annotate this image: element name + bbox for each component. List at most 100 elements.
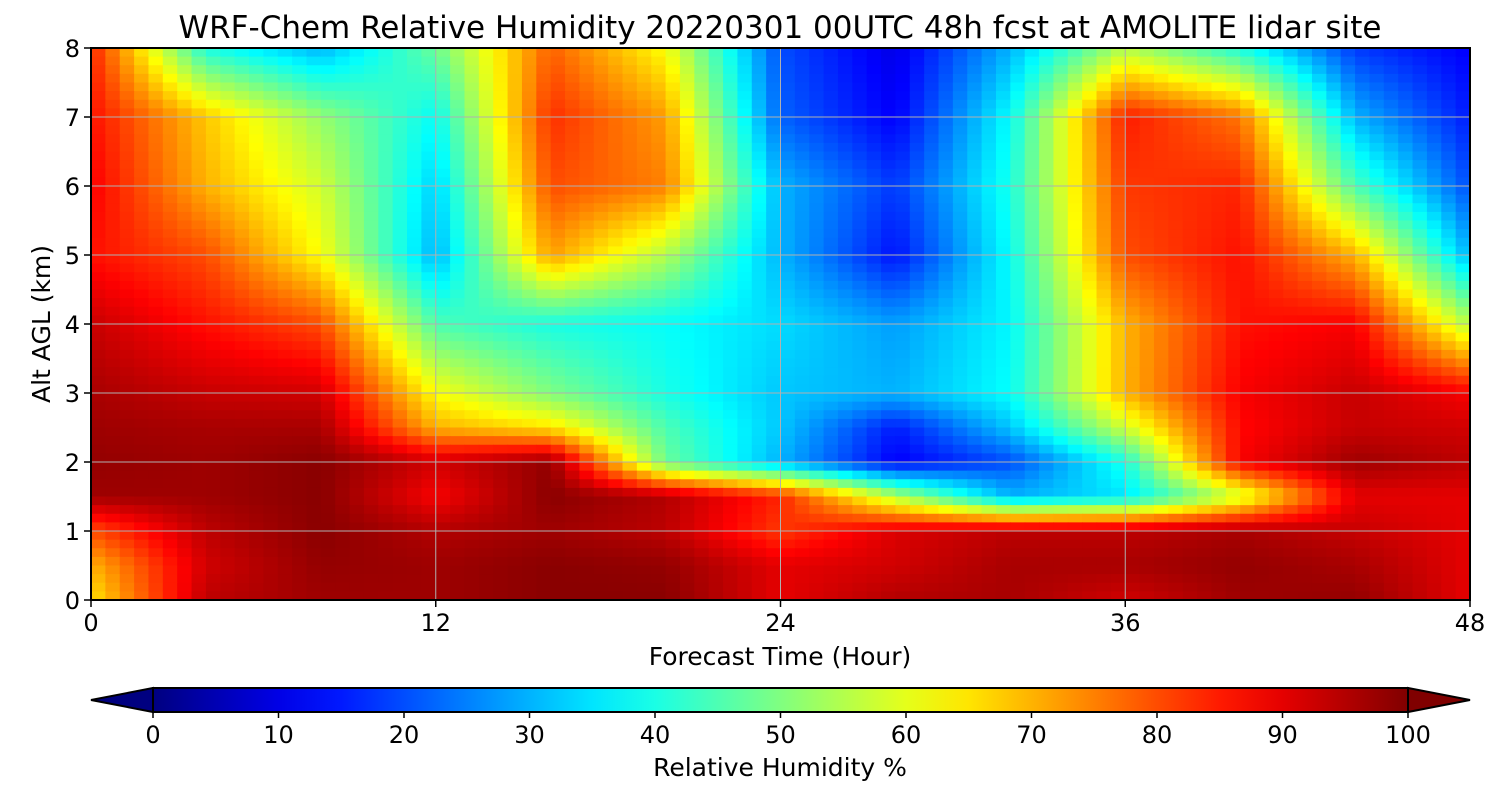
heatmap-cell — [306, 73, 322, 84]
heatmap-cell — [1268, 134, 1284, 144]
heatmap-cell — [363, 280, 379, 291]
heatmap-cell — [952, 211, 968, 222]
heatmap-cell — [909, 229, 925, 239]
heatmap-cell — [737, 125, 753, 135]
heatmap-cell — [809, 367, 825, 377]
heatmap-cell — [636, 168, 652, 178]
heatmap-cell — [981, 65, 997, 75]
heatmap-cell — [995, 332, 1011, 342]
heatmap-cell — [464, 298, 480, 308]
heatmap-cell — [837, 418, 853, 429]
heatmap-cell — [1398, 186, 1414, 196]
heatmap-cell — [450, 220, 466, 230]
heatmap-cell — [349, 453, 365, 463]
heatmap-cell — [292, 125, 308, 135]
heatmap-cell — [421, 186, 437, 196]
heatmap-cell — [1455, 65, 1470, 75]
heatmap-cell — [751, 272, 767, 282]
heatmap-cell — [1240, 427, 1256, 437]
heatmap-cell — [320, 393, 336, 403]
heatmap-cell — [521, 272, 537, 282]
heatmap-cell — [1024, 48, 1040, 58]
heatmap-cell — [1053, 358, 1069, 368]
heatmap-cell — [1412, 358, 1428, 368]
heatmap-cell — [450, 65, 466, 75]
heatmap-cell — [780, 229, 796, 239]
heatmap-cell — [119, 48, 135, 58]
heatmap-cell — [91, 229, 106, 239]
heatmap-cell — [1268, 186, 1284, 196]
heatmap-cell — [1240, 229, 1256, 239]
heatmap-cell — [205, 401, 221, 411]
heatmap-cell — [866, 117, 882, 127]
heatmap-cell — [1412, 194, 1428, 204]
heatmap-cell — [1311, 65, 1327, 75]
heatmap-cell — [579, 341, 595, 351]
heatmap-cell — [866, 384, 882, 394]
heatmap-cell — [1211, 453, 1227, 463]
heatmap-cell — [579, 194, 595, 204]
heatmap-cell — [105, 418, 121, 429]
heatmap-cell — [1024, 194, 1040, 204]
heatmap-cell — [550, 324, 566, 334]
heatmap-cell — [306, 410, 322, 420]
heatmap-cell — [1067, 220, 1083, 230]
heatmap-cell — [162, 108, 178, 118]
heatmap-cell — [521, 246, 537, 256]
heatmap-cell — [1326, 255, 1342, 265]
heatmap-cell — [565, 427, 580, 437]
heatmap-cell — [521, 211, 537, 222]
heatmap-cell — [1240, 479, 1256, 489]
heatmap-cell — [1010, 436, 1026, 446]
heatmap-cell — [1369, 108, 1385, 118]
heatmap-cell — [938, 73, 954, 84]
heatmap-cell — [119, 332, 135, 342]
heatmap-cell — [148, 324, 164, 334]
heatmap-cell — [148, 151, 164, 161]
heatmap-cell — [148, 280, 164, 291]
heatmap-cell — [809, 358, 825, 368]
heatmap-cell — [622, 99, 638, 109]
heatmap-cell — [105, 65, 121, 75]
heatmap-cell — [608, 194, 624, 204]
heatmap-cell — [579, 358, 595, 368]
heatmap-cell — [507, 341, 523, 351]
heatmap-cell — [1125, 444, 1141, 454]
heatmap-cell — [464, 418, 480, 429]
heatmap-cell — [1426, 453, 1442, 463]
heatmap-cell — [1125, 479, 1141, 489]
heatmap-cell — [1311, 134, 1327, 144]
heatmap-cell — [1197, 306, 1213, 316]
heatmap-cell — [708, 108, 724, 118]
heatmap-cell — [148, 298, 164, 308]
heatmap-cell — [177, 48, 193, 58]
heatmap-cell — [91, 263, 106, 273]
heatmap-cell — [1153, 73, 1169, 84]
heatmap-cell — [162, 203, 178, 213]
heatmap-cell — [435, 134, 451, 144]
heatmap-cell — [708, 487, 724, 498]
heatmap-cell — [277, 108, 293, 118]
heatmap-cell — [1268, 73, 1284, 84]
heatmap-cell — [1139, 125, 1155, 135]
heatmap-cell — [1297, 125, 1313, 135]
heatmap-cell — [895, 211, 911, 222]
heatmap-cell — [866, 453, 882, 463]
heatmap-cell — [1010, 237, 1026, 247]
heatmap-cell — [766, 142, 782, 153]
heatmap-cell — [349, 470, 365, 480]
heatmap-cell — [1110, 220, 1126, 230]
heatmap-cell — [579, 108, 595, 118]
heatmap-cell — [651, 349, 667, 360]
heatmap-cell — [651, 280, 667, 291]
heatmap-cell — [148, 160, 164, 170]
heatmap-cell — [1197, 479, 1213, 489]
heatmap-cell — [837, 91, 853, 101]
heatmap-cell — [1340, 142, 1356, 153]
heatmap-cell — [205, 418, 221, 429]
heatmap-cell — [478, 246, 494, 256]
heatmap-cell — [794, 108, 810, 118]
heatmap-cell — [1225, 306, 1241, 316]
heatmap-cell — [780, 151, 796, 161]
heatmap-cell — [1139, 82, 1155, 92]
